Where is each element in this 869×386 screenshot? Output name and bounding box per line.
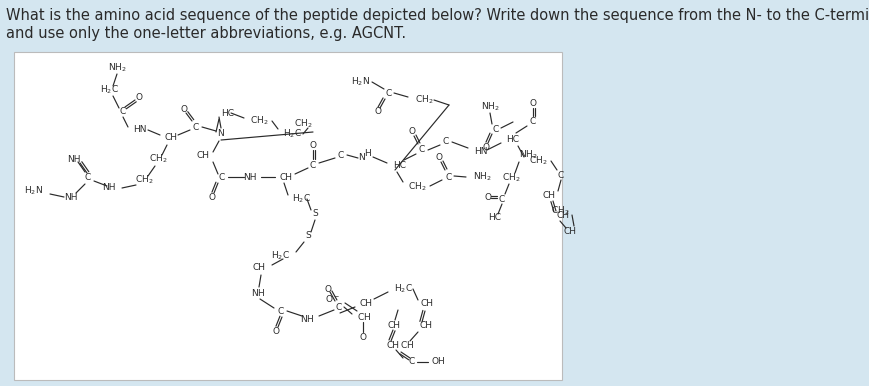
Text: C: C [219,173,225,181]
Text: $\mathregular{NH_2}$: $\mathregular{NH_2}$ [480,101,499,113]
Text: O: O [408,127,415,137]
Text: O: O [136,93,143,102]
Text: NH: NH [64,193,77,201]
Text: CH: CH [196,151,209,161]
Text: $\mathregular{NH_2}$: $\mathregular{NH_2}$ [473,171,492,183]
Text: HN: HN [474,147,487,156]
Text: $\mathregular{NH}$: $\mathregular{NH}$ [250,286,265,298]
Text: $\mathregular{CH_2}$: $\mathregular{CH_2}$ [501,172,520,184]
Text: $\mathregular{CH_2}$: $\mathregular{CH_2}$ [528,155,547,167]
Text: $\mathregular{CH_2}$: $\mathregular{CH_2}$ [294,118,313,130]
Text: $\mathregular{CH_2}$: $\mathregular{CH_2}$ [249,115,269,127]
Text: CH: CH [360,298,373,308]
Text: HC: HC [221,108,234,117]
Text: HN: HN [133,125,146,134]
Text: $\mathregular{C}$: $\mathregular{C}$ [556,169,564,179]
Text: C: C [529,117,535,127]
Text: CH: CH [542,191,555,200]
Text: C: C [309,161,315,169]
Text: CH: CH [386,342,399,350]
Text: $\mathregular{CH_2}$: $\mathregular{CH_2}$ [408,181,426,193]
Text: $\mathregular{C}$: $\mathregular{C}$ [336,149,344,161]
Text: $\mathregular{H_2N}$: $\mathregular{H_2N}$ [350,76,369,88]
Text: C: C [408,357,415,366]
Text: CH: CH [420,322,433,330]
Text: $\mathregular{NH_2}$: $\mathregular{NH_2}$ [519,149,537,161]
Text: S: S [305,232,310,240]
Text: CH: CH [165,134,178,142]
Text: NH: NH [67,154,81,164]
Text: $\mathregular{H_2C}$: $\mathregular{H_2C}$ [394,283,413,295]
Text: $\mathregular{H_2C}$: $\mathregular{H_2C}$ [292,193,310,205]
Text: $\mathregular{CH_2}$: $\mathregular{CH_2}$ [551,205,569,217]
Text: N: N [217,129,224,139]
Text: H: H [364,149,371,159]
Text: $\mathregular{NH_2}$: $\mathregular{NH_2}$ [108,62,126,74]
Text: C: C [85,173,91,183]
Text: HC: HC [488,213,501,222]
Text: $\mathregular{CH_2}$: $\mathregular{CH_2}$ [149,153,167,165]
Text: $\mathregular{CH_2}$: $\mathregular{CH_2}$ [415,94,433,106]
Text: $\mathregular{CH_2}$: $\mathregular{CH_2}$ [135,174,153,186]
Text: S: S [312,210,317,218]
Text: C: C [277,306,284,315]
Text: $\mathregular{CH}$: $\mathregular{CH}$ [356,312,371,322]
Text: $\mathregular{C}$: $\mathregular{C}$ [445,171,453,181]
Text: HC: HC [506,135,519,144]
Text: $\mathregular{NH}$: $\mathregular{NH}$ [300,313,314,325]
Text: C: C [193,122,199,132]
Text: $\mathregular{H_2C}$: $\mathregular{H_2C}$ [99,84,118,96]
Text: C: C [418,146,425,154]
Text: $\mathregular{H_2N}$: $\mathregular{H_2N}$ [24,185,43,197]
Text: C: C [442,137,448,147]
Text: $\mathregular{C}$: $\mathregular{C}$ [498,193,506,203]
Text: O: O [309,142,316,151]
Text: $\mathregular{C}$: $\mathregular{C}$ [492,122,500,134]
Text: CH: CH [280,173,293,181]
Text: What is the amino acid sequence of the peptide depicted below? Write down the se: What is the amino acid sequence of the p… [6,8,869,23]
Text: CH: CH [556,210,569,220]
FancyBboxPatch shape [14,52,561,380]
Text: CH: CH [421,300,434,308]
Text: HC: HC [393,161,406,171]
Text: C: C [120,107,126,115]
Text: $\mathregular{H_2C}$: $\mathregular{H_2C}$ [282,128,302,140]
Text: CH: CH [387,322,400,330]
Text: C: C [335,303,342,312]
Text: OH: OH [432,357,445,366]
Text: O: O [435,154,442,163]
Text: C: C [386,88,392,98]
Text: O: O [374,107,381,117]
Text: $\mathregular{O}$: $\mathregular{O}$ [323,283,332,295]
Text: $\mathregular{CH}$: $\mathregular{CH}$ [400,340,414,350]
Text: $\mathregular{H_2C}$: $\mathregular{H_2C}$ [271,250,289,262]
Text: $\mathregular{O}$: $\mathregular{O}$ [358,332,367,342]
Text: O: O [484,193,491,203]
Text: CH: CH [563,227,576,237]
Text: NH: NH [103,183,116,193]
Text: NH: NH [243,173,256,181]
Text: O: O [180,105,188,113]
Text: $\mathregular{O}$: $\mathregular{O}$ [271,325,280,337]
Text: and use only the one-letter abbreviations, e.g. AGCNT.: and use only the one-letter abbreviation… [6,26,406,41]
Text: $\mathregular{O^-}$: $\mathregular{O^-}$ [325,293,340,305]
Text: CH: CH [253,264,266,273]
Text: N: N [358,154,365,163]
Text: O: O [209,193,216,201]
Text: O: O [529,100,536,108]
Text: O: O [482,142,489,151]
